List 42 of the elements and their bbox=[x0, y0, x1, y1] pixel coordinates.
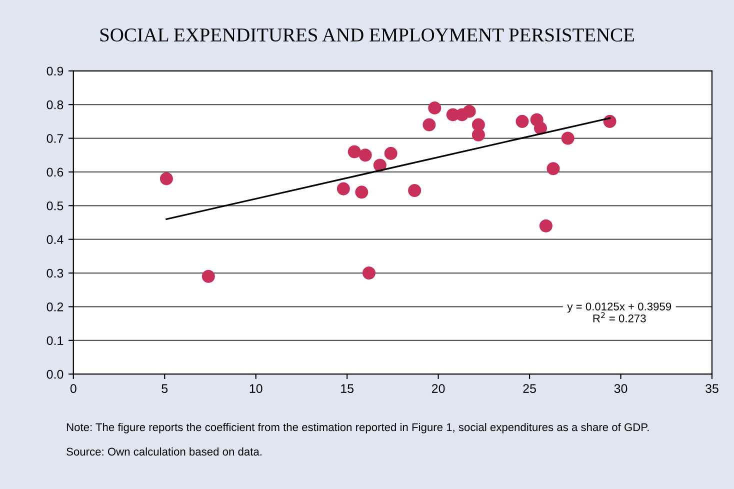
y-tick-label: 0.8 bbox=[46, 100, 64, 110]
point bbox=[516, 114, 529, 128]
y-tick-label: 0.5 bbox=[46, 201, 64, 210]
text: Note: The figure reports the coefficient from the estimation reported in Figure 1, social expenditures as a share of GDP. bbox=[66, 422, 649, 434]
source-note: Source: Own calculation based on data. bbox=[66, 447, 262, 456]
x-tick-label: 30 bbox=[614, 384, 628, 393]
point bbox=[336, 182, 350, 196]
point bbox=[422, 118, 436, 132]
y-tick-label: 0.1 bbox=[46, 336, 64, 346]
x-tick-label: 5 bbox=[162, 384, 168, 393]
point bbox=[539, 219, 552, 232]
x-tick-label: 25 bbox=[523, 384, 536, 393]
y-tick-label: 0.0 bbox=[46, 370, 64, 379]
x-tick-label: 20 bbox=[432, 384, 445, 393]
point bbox=[428, 101, 442, 114]
point bbox=[355, 186, 368, 199]
point bbox=[546, 162, 560, 176]
x-tick-label: 10 bbox=[250, 384, 262, 393]
point bbox=[472, 128, 485, 142]
y-tick-label: 0.2 bbox=[46, 302, 64, 312]
y-tick-label: 0.9 bbox=[46, 66, 64, 76]
point bbox=[408, 184, 422, 197]
point bbox=[384, 146, 398, 160]
point bbox=[358, 148, 372, 162]
point bbox=[561, 132, 574, 145]
y-tick-label: 0.3 bbox=[46, 268, 64, 278]
point bbox=[603, 114, 616, 128]
x-tick-label: 15 bbox=[341, 384, 354, 393]
point bbox=[462, 104, 476, 118]
point bbox=[348, 145, 361, 158]
y-tick-label: 0.4 bbox=[46, 235, 64, 244]
annotation: y = 0.0125x + 0.3959 R$^{2}$ = 0.273 bbox=[567, 302, 672, 322]
point bbox=[160, 172, 173, 186]
y-tick-label: 0.7 bbox=[46, 134, 64, 143]
point bbox=[534, 122, 547, 135]
point bbox=[373, 158, 386, 172]
chart-title: SOCIAL EXPENDITURES AND EMPLOYMENT PERSISTENCE bbox=[100, 28, 634, 42]
point bbox=[362, 266, 376, 280]
y-tick-label: 0.6 bbox=[46, 168, 64, 177]
point bbox=[202, 270, 215, 283]
x-tick-label: 0 bbox=[70, 384, 76, 393]
x-tick-label: 35 bbox=[706, 384, 718, 393]
